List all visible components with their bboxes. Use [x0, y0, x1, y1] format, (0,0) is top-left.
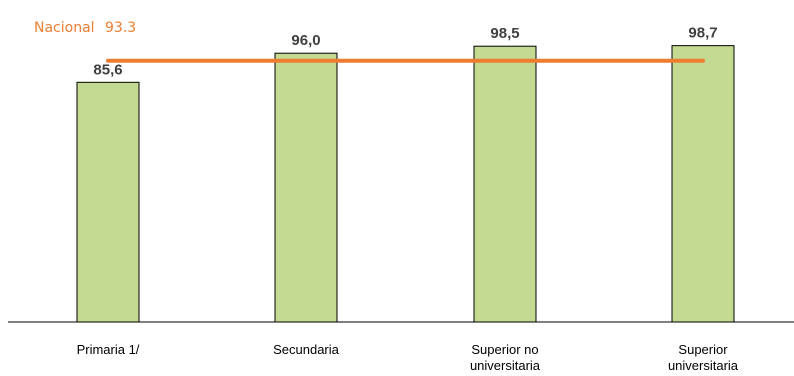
- national-reference-value: 93.3: [105, 20, 136, 36]
- category-label-2: Secundaria: [273, 342, 340, 357]
- bars-group: [76, 45, 735, 323]
- value-label-3: 98,5: [490, 25, 519, 42]
- value-label-4: 98,7: [688, 25, 717, 42]
- category-label-3: Superior no universitaria: [470, 342, 541, 373]
- category-labels-group: Primaria 1/Secundaria Superior no universi…: [77, 342, 739, 373]
- national-reference-label: Nacional 93.3: [34, 20, 136, 36]
- value-label-1: 85,6: [93, 61, 122, 78]
- bar-1: [76, 81, 140, 323]
- category-label-4: Superior universitaria: [668, 342, 739, 373]
- bar-2: [274, 52, 338, 323]
- national-reference-name: Nacional: [34, 20, 95, 36]
- category-label-1: Primaria 1/: [77, 342, 140, 357]
- value-labels-group: 85,6 96,0 98,5 98,7: [93, 25, 717, 79]
- bar-3: [473, 45, 537, 323]
- value-label-2: 96,0: [291, 32, 320, 49]
- bar-4: [671, 45, 735, 323]
